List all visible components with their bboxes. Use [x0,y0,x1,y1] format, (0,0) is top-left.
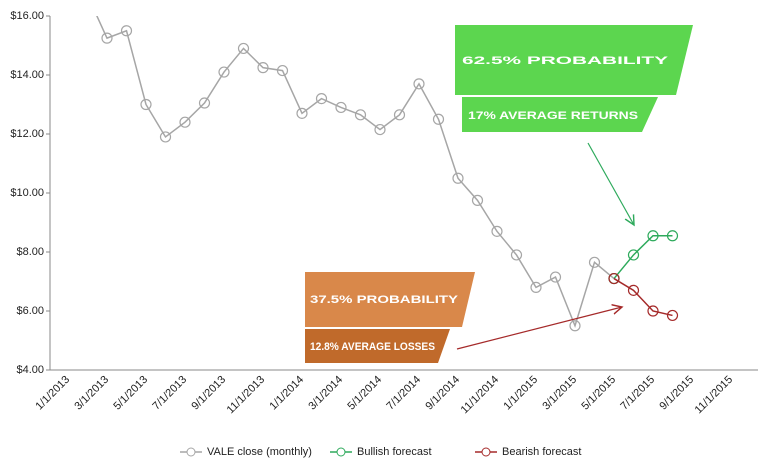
x-tick-label: 3/1/2014 [306,374,345,413]
plot-area [96,16,679,332]
point [510,249,523,261]
y-tick-label: $4.00 [16,364,44,376]
y-tick-label: $6.00 [16,305,44,317]
bearish-banner [305,272,475,327]
bullish-banner [462,97,658,132]
point [276,64,289,77]
legend-label: Bearish forecast [502,446,581,458]
point [335,101,347,114]
legend-swatch [186,447,196,457]
point [588,256,601,268]
x-tick-label: 5/1/2015 [579,374,618,413]
x-tick-label: 11/1/2015 [693,374,736,417]
point [491,225,503,237]
annotation: 37.5% PROBABILITY [310,294,459,306]
y-tick-label: $8.00 [16,246,44,258]
arrow [456,307,622,350]
legend-swatch [336,447,346,457]
x-tick-label: 5/1/2014 [345,374,384,413]
point [140,98,152,111]
point [296,107,308,119]
point [159,131,172,143]
point [413,78,425,90]
x-tick-label: 1/1/2015 [501,374,540,413]
y-tick-label: $12.00 [10,128,44,140]
point [198,97,211,109]
point [101,32,113,44]
arrow [587,142,634,225]
point [608,272,620,285]
x-tick-label: 7/1/2014 [384,374,423,413]
x-tick-label: 1/1/2014 [267,374,306,413]
y-tick-label: $16.00 [10,10,44,22]
point [354,109,367,121]
annotation: 62.5% PROBABILITY [462,55,669,67]
point [666,309,679,322]
point [432,113,445,125]
legend-label: VALE close (monthly) [207,446,312,458]
point [569,320,581,332]
series-line [613,277,673,317]
point [120,25,133,37]
x-tick-label: 9/1/2015 [657,374,696,413]
point [666,230,679,242]
point [471,194,484,206]
x-tick-label: 3/1/2013 [72,374,111,413]
legend-label: Bullish forecast [357,446,432,458]
x-tick-label: 1/1/2013 [33,374,72,413]
series-line [96,16,615,328]
bearish-banner [305,329,450,363]
x-tick-label: 9/1/2014 [423,374,462,413]
series-line [613,235,673,280]
point [179,116,191,128]
point [393,109,406,121]
point [374,123,386,136]
x-tick-label: 5/1/2013 [111,374,150,413]
point [257,62,269,74]
annotation: 17% AVERAGE RETURNS [468,110,638,122]
x-tick-label: 3/1/2015 [540,374,579,413]
point [530,281,542,293]
point [315,92,328,105]
annotation: 12.8% AVERAGE LOSSES [310,341,435,353]
point [627,284,640,296]
point [452,172,464,184]
x-tick-label: 7/1/2013 [150,374,189,413]
x-tick-label: 11/1/2014 [459,374,502,417]
legend-swatch [481,447,491,457]
x-tick-label: 7/1/2015 [618,374,657,413]
bullish-banner [455,25,693,95]
point [237,42,250,55]
point [647,230,659,242]
point [627,249,640,261]
x-tick-label: 9/1/2013 [189,374,228,413]
point [549,271,562,283]
y-tick-label: $10.00 [10,187,44,199]
x-tick-label: 11/1/2013 [225,374,268,417]
y-tick-label: $14.00 [10,69,44,81]
point [647,305,659,317]
point [218,66,230,78]
